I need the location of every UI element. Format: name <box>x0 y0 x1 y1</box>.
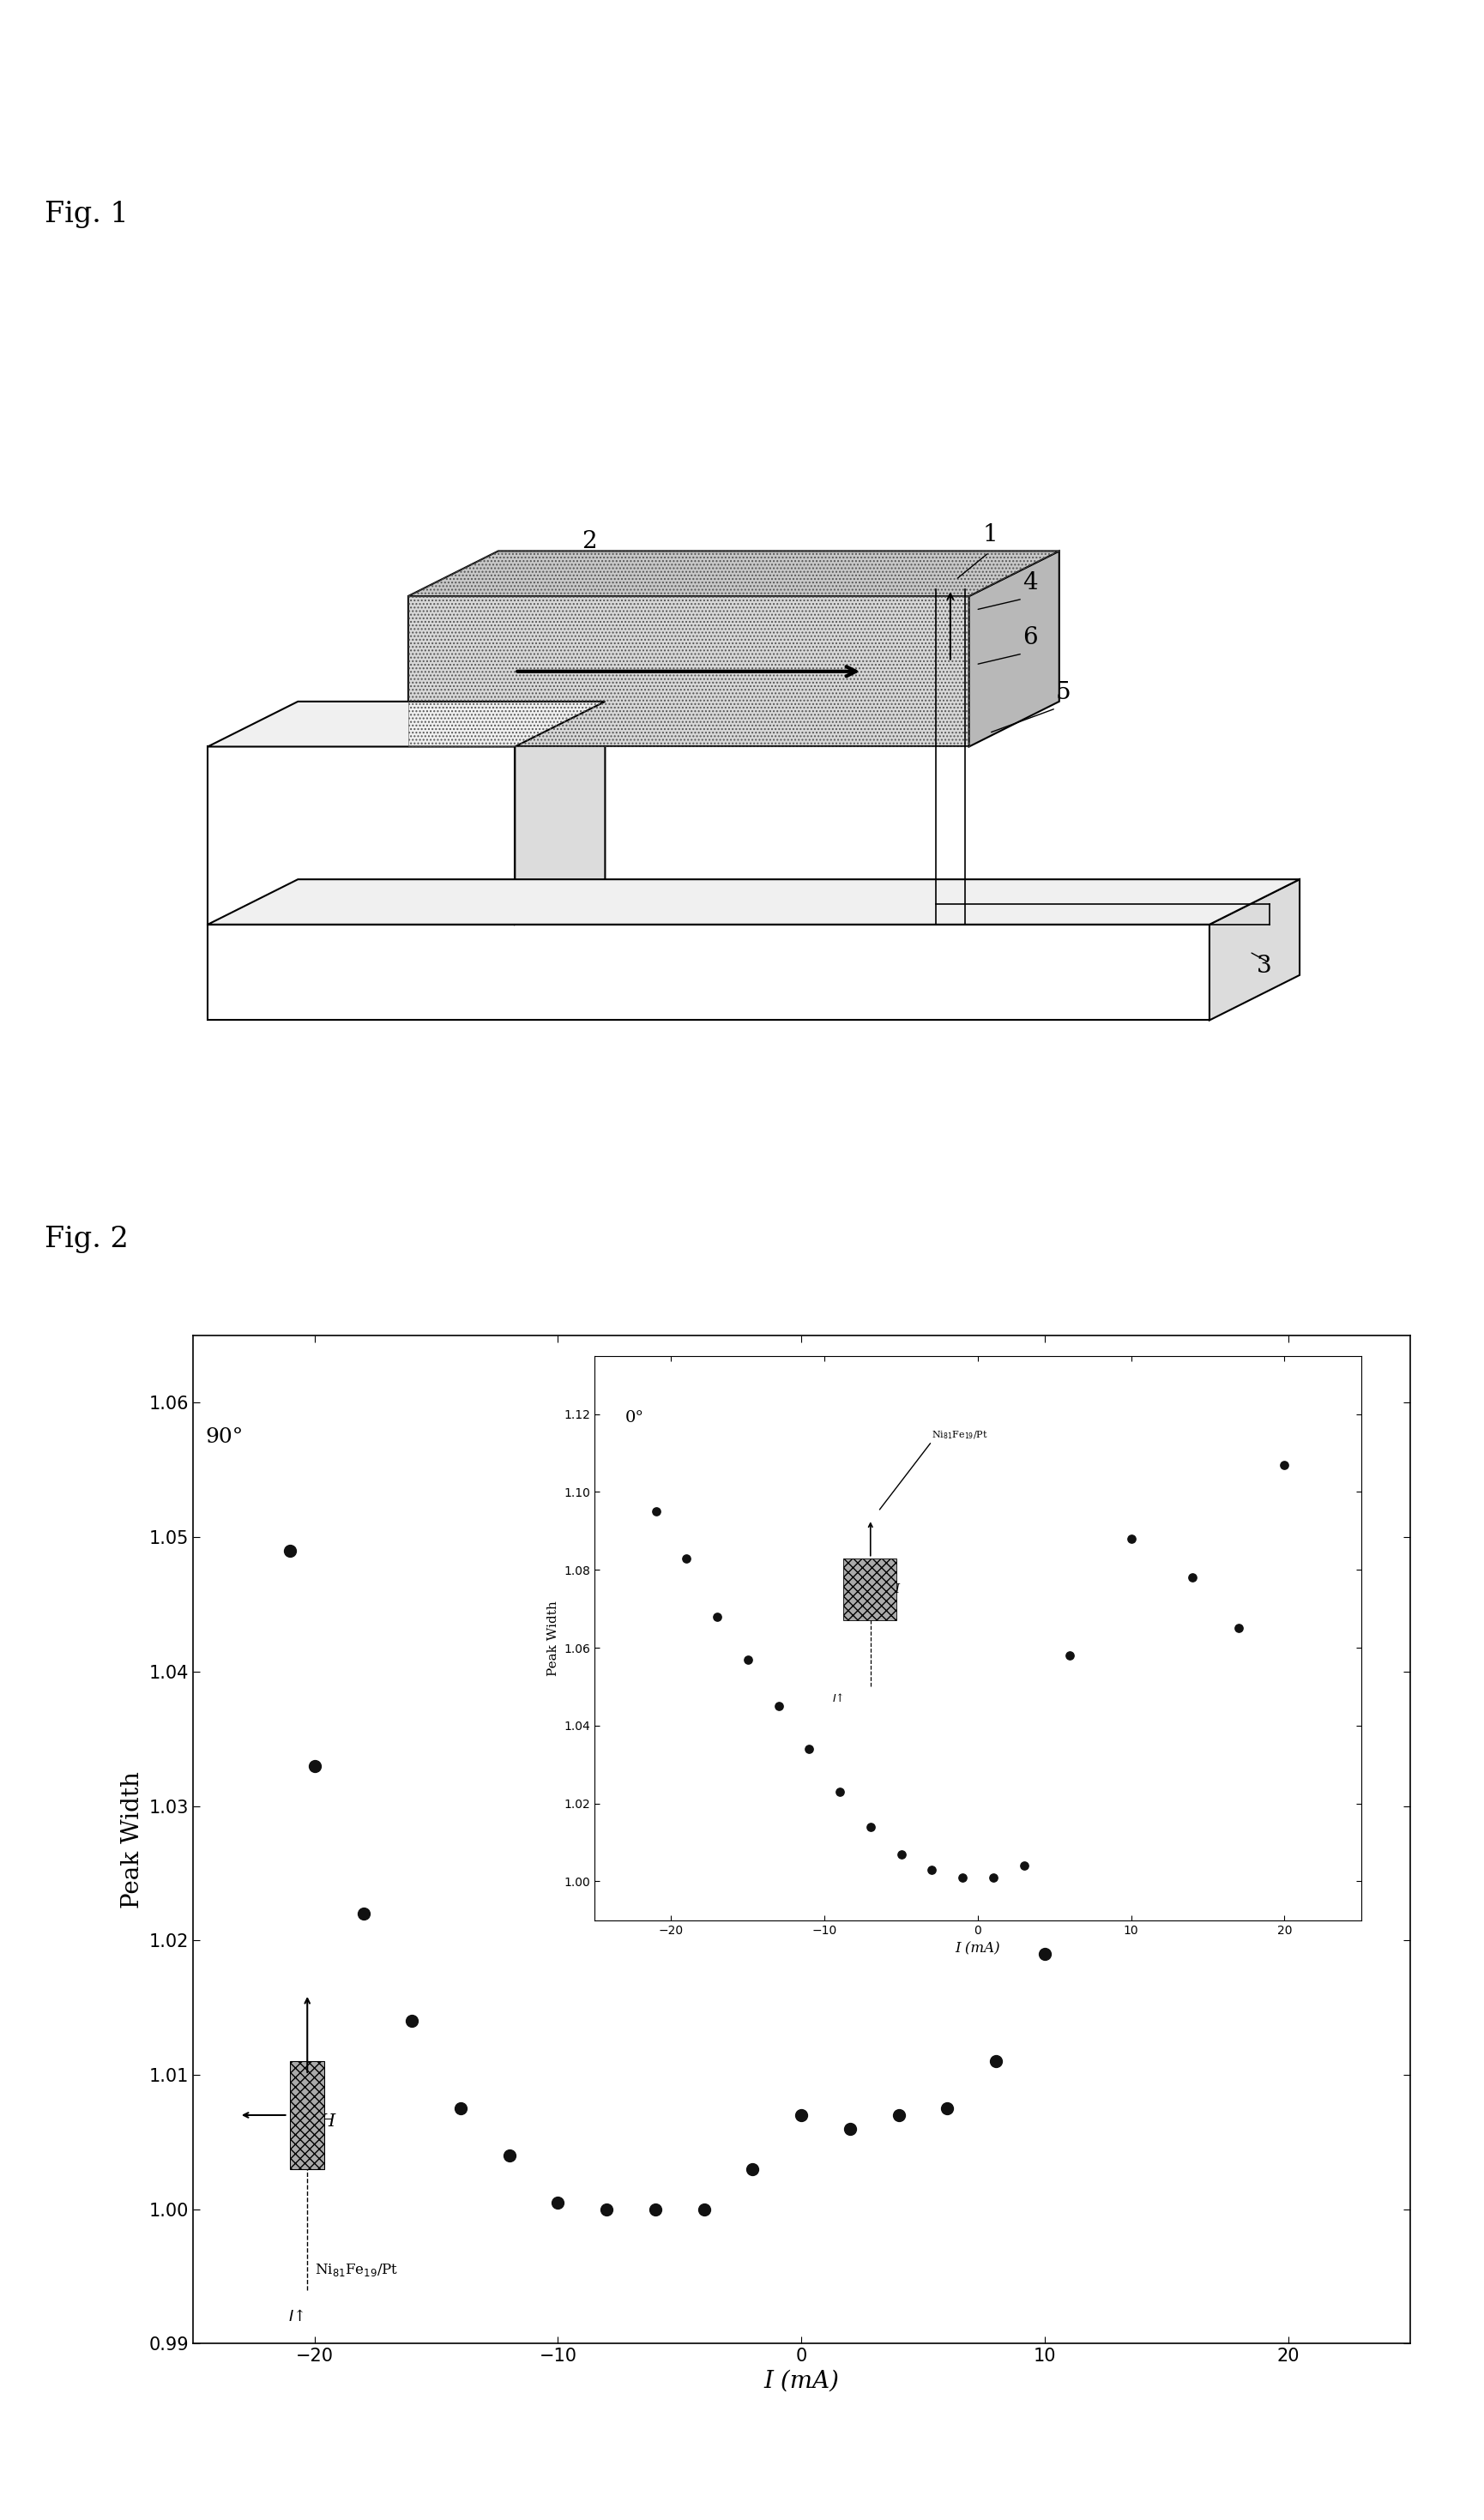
Text: 6: 6 <box>1022 625 1037 650</box>
Polygon shape <box>969 552 1060 746</box>
Point <box>644 2190 668 2230</box>
Point <box>401 2001 424 2041</box>
Point <box>789 2094 813 2134</box>
Point <box>887 2094 911 2134</box>
Point <box>448 2089 472 2129</box>
Point <box>352 1893 375 1933</box>
Text: Ni$_{81}$Fe$_{19}$/Pt: Ni$_{81}$Fe$_{19}$/Pt <box>315 2260 398 2278</box>
Point <box>692 2190 715 2230</box>
Polygon shape <box>408 552 1060 597</box>
Polygon shape <box>408 597 969 746</box>
Point <box>303 1746 326 1787</box>
Polygon shape <box>1209 879 1300 1021</box>
Text: 2: 2 <box>582 529 597 554</box>
Polygon shape <box>208 879 1300 925</box>
Bar <box>291 2061 325 2170</box>
Point <box>935 2089 959 2129</box>
Point <box>546 2182 570 2223</box>
Point <box>595 2190 619 2230</box>
Text: Fig. 1: Fig. 1 <box>45 202 129 227</box>
Point <box>741 2150 764 2190</box>
Polygon shape <box>515 701 605 925</box>
Text: 3: 3 <box>1257 955 1272 978</box>
Text: H: H <box>319 2114 335 2129</box>
Text: 4: 4 <box>1022 572 1037 595</box>
Point <box>1276 1477 1300 1517</box>
Point <box>497 2134 521 2175</box>
Point <box>279 1530 303 1570</box>
X-axis label: I (mA): I (mA) <box>764 2369 838 2394</box>
Polygon shape <box>208 746 515 925</box>
Text: 1: 1 <box>982 524 997 547</box>
Text: 90°: 90° <box>205 1429 243 1446</box>
Text: $I$↑: $I$↑ <box>288 2308 304 2323</box>
Polygon shape <box>208 701 605 746</box>
Polygon shape <box>208 925 1209 1021</box>
Point <box>984 2041 1008 2082</box>
Point <box>838 2109 862 2150</box>
Point <box>1033 1933 1057 1973</box>
Text: Fig. 2: Fig. 2 <box>45 1227 129 1252</box>
Text: 5: 5 <box>1057 680 1071 703</box>
Y-axis label: Peak Width: Peak Width <box>120 1772 144 1908</box>
Point <box>1155 1666 1178 1706</box>
